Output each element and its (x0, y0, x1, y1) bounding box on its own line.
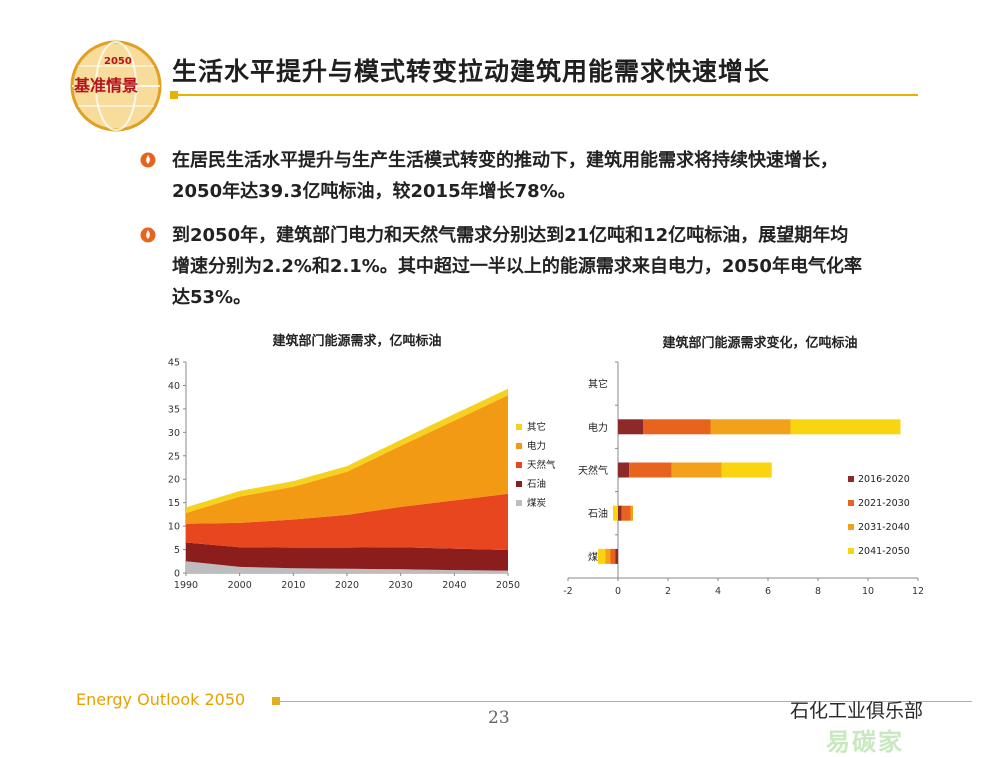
area-series-电力 (186, 395, 508, 524)
category-label: 天然气 (578, 464, 608, 477)
x-tick-label: 2030 (389, 580, 413, 591)
logo: 基准情景 2050 (68, 38, 164, 134)
legend-swatch (516, 424, 522, 430)
title-rule-dot (170, 91, 178, 99)
legend-label: 2041-2050 (858, 546, 910, 557)
x-tick-label: -2 (563, 586, 572, 597)
area-series-天然气 (186, 493, 508, 551)
bar-电力-2021-2030 (643, 419, 711, 435)
bar-石油-2016-2020 (618, 505, 622, 521)
logo-small-text: 2050 (104, 56, 132, 67)
legend-label: 天然气 (527, 459, 556, 471)
category-label: 其它 (588, 378, 608, 391)
area-series-石油 (186, 542, 508, 571)
y-tick-label: 10 (168, 522, 180, 533)
x-tick-label: 2 (665, 586, 671, 597)
bar-电力-2041-2050 (790, 419, 901, 435)
legend-swatch (516, 481, 522, 487)
page-number: 23 (488, 708, 510, 728)
area-series-其它 (186, 388, 508, 513)
bar-天然气-2041-2050 (721, 462, 772, 478)
page-title: 生活水平提升与模式转变拉动建筑用能需求快速增长 (172, 57, 771, 86)
bar-天然气-2021-2030 (629, 462, 672, 478)
bullet-1-line-1: 在居民生活水平提升与生产生活模式转变的推动下，建筑用能需求将持续快速增长， (172, 150, 838, 171)
chart-title: 建筑部门能源需求，亿吨标油 (272, 333, 441, 349)
x-tick-label: 1990 (174, 580, 198, 591)
bullet-2-text: 到2050年，建筑部门电力和天然气需求分别达到21亿吨和12亿吨标油，展望期年均… (172, 220, 962, 313)
bar-电力-2031-2040 (710, 419, 791, 435)
watermark-text: 石化工业俱乐部 (790, 700, 924, 722)
legend-swatch (516, 500, 522, 506)
x-tick-label: 2040 (442, 580, 466, 591)
bullet-2-line-2: 增速分别为2.2%和2.1%。其中超过一半以上的能源需求来自电力，2050年电气… (172, 256, 862, 277)
y-tick-label: 20 (168, 475, 180, 486)
bullet-1-line-2: 2050年达39.3亿吨标油，较2015年增长78%。 (172, 181, 576, 202)
chart-title: 建筑部门能源需求变化，亿吨标油 (662, 335, 857, 351)
bar-石油-2041-2050 (613, 505, 618, 521)
flame-bullet-icon (140, 152, 156, 168)
legend-swatch (516, 443, 522, 449)
bullet-1-text: 在居民生活水平提升与生产生活模式转变的推动下，建筑用能需求将持续快速增长， 20… (172, 145, 962, 207)
x-tick-label: 10 (862, 586, 874, 597)
y-tick-label: 30 (168, 428, 180, 439)
bar-天然气-2031-2040 (671, 462, 722, 478)
x-tick-label: 2010 (281, 580, 305, 591)
flame-bullet-icon (140, 227, 156, 243)
x-tick-label: 2020 (335, 580, 359, 591)
bar-煤炭-2041-2050 (598, 548, 606, 564)
bullet-2-line-1: 到2050年，建筑部门电力和天然气需求分别达到21亿吨和12亿吨标油，展望期年均 (172, 225, 849, 246)
legend-swatch (848, 548, 854, 554)
x-tick-label: 2000 (228, 580, 252, 591)
bar-煤炭-2031-2040 (605, 548, 611, 564)
category-label: 石油 (588, 507, 608, 520)
y-tick-label: 25 (168, 451, 180, 462)
legend-swatch (848, 500, 854, 506)
bar-煤炭-2016-2020 (615, 548, 618, 564)
globe-logo-icon (70, 40, 162, 132)
x-tick-label: 0 (615, 586, 621, 597)
y-tick-label: 15 (168, 498, 180, 509)
bullet-1 (140, 152, 156, 172)
bullet-2 (140, 227, 156, 247)
bullet-2-line-3: 达53%。 (172, 287, 252, 308)
category-label: 电力 (588, 421, 608, 434)
y-tick-label: 0 (174, 569, 180, 580)
bar-天然气-2016-2020 (618, 462, 630, 478)
title-rule (172, 94, 918, 96)
x-tick-label: 2050 (496, 580, 520, 591)
legend-swatch (848, 476, 854, 482)
bar-电力-2016-2020 (618, 419, 643, 435)
x-tick-label: 4 (715, 586, 721, 597)
footer-left-text: Energy Outlook 2050 (76, 690, 246, 709)
legend-label: 煤炭 (527, 497, 547, 509)
area-series-煤炭 (186, 561, 508, 573)
y-tick-label: 5 (174, 545, 180, 556)
bar-chart: 建筑部门能源需求变化，亿吨标油-2024681012其它电力天然气石油煤炭201… (563, 335, 924, 597)
legend-swatch (848, 524, 854, 530)
legend-label: 电力 (527, 440, 546, 452)
bar-石油-2031-2040 (630, 505, 633, 521)
legend-label: 石油 (527, 478, 546, 490)
y-tick-label: 40 (168, 381, 180, 392)
watermark-logo-text: 易碳家 (826, 728, 904, 756)
legend-label: 其它 (527, 421, 546, 433)
area-chart: 建筑部门能源需求，亿吨标油 0 5 10 15 20 25 30 35 40 45 1990 2000 2… (168, 333, 556, 591)
y-tick-label: 45 (168, 358, 180, 369)
x-tick-label: 12 (912, 586, 924, 597)
legend-swatch (516, 462, 522, 468)
legend-label: 2021-2030 (858, 498, 910, 509)
bar-煤炭-2021-2030 (610, 548, 616, 564)
logo-text: 基准情景 (74, 76, 139, 95)
x-tick-label: 8 (815, 586, 821, 597)
x-tick-label: 6 (765, 586, 771, 597)
y-tick-label: 35 (168, 404, 180, 415)
legend-label: 2031-2040 (858, 522, 910, 533)
legend-label: 2016-2020 (858, 474, 910, 485)
footer-rule (276, 701, 972, 702)
bar-石油-2021-2030 (621, 505, 631, 521)
